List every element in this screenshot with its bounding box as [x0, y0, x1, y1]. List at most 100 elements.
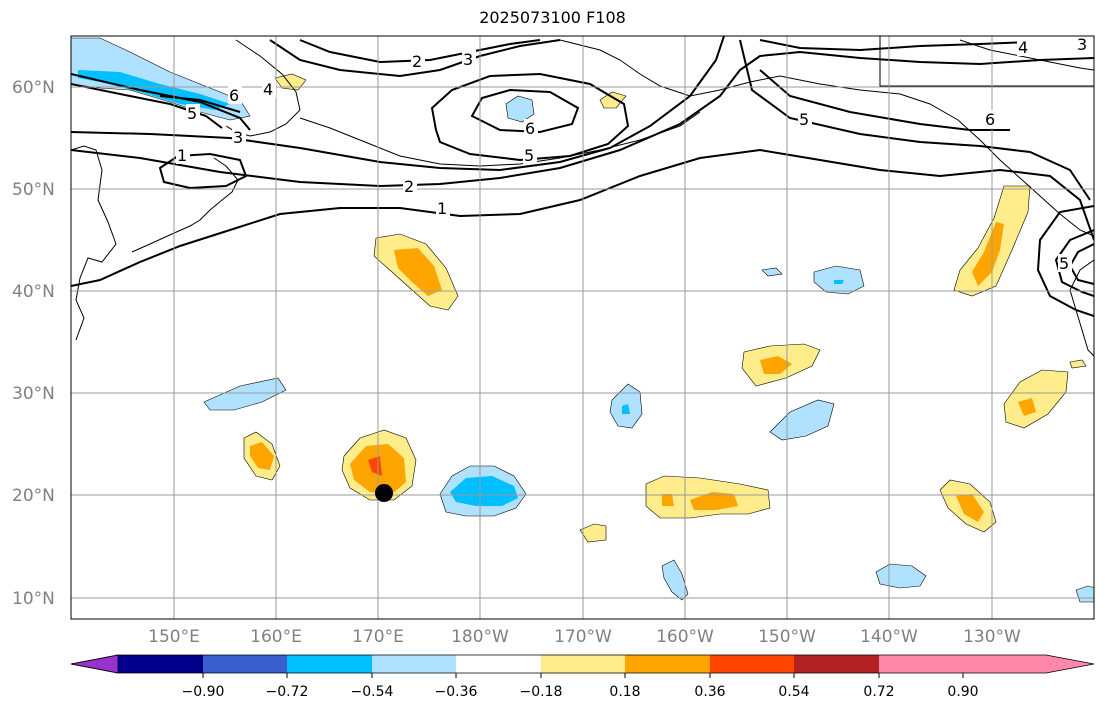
contour-labels: 1 2 3 4 5 6 1 2 3 6 5 5 6 4	[176, 35, 1090, 273]
cyan-spot-28n-165w	[622, 404, 630, 414]
contour-2-north	[299, 39, 541, 64]
orange-core-130w	[1018, 398, 1036, 416]
coast-alaska-north	[879, 36, 1094, 87]
anomaly-shading	[71, 37, 1094, 603]
contour-label-4-alaska: 4	[1018, 38, 1028, 57]
lon-label-160e: 160°E	[250, 627, 302, 647]
contour-label-2-north: 2	[412, 52, 422, 71]
contour-6-northwest	[159, 95, 241, 113]
contour-2-south	[71, 50, 1094, 188]
contour-label-2: 2	[404, 177, 414, 196]
contour-label-5: 5	[524, 146, 534, 165]
colorbar-tick-label: −0.18	[520, 684, 563, 700]
cyan-spot-40n-140w	[834, 280, 844, 284]
contour-label-5-alaska: 5	[799, 110, 809, 129]
colorbar-swatch	[625, 655, 710, 673]
contour-5-alaska	[739, 39, 1091, 201]
colorbar-ticks	[202, 673, 964, 678]
colorbar-swatch	[372, 655, 457, 673]
latitude-labels: 60°N 50°N 40°N 30°N 20°N 10°N	[12, 78, 55, 609]
lon-label-130w: 130°W	[963, 627, 1021, 647]
orange-core-160e	[250, 442, 274, 470]
storm-position-dot	[375, 484, 393, 502]
map-title: 2025073100 F108	[479, 8, 626, 27]
contour-label-6: 6	[525, 119, 535, 138]
colorbar-tick-label: 0.54	[778, 684, 809, 700]
coast-asia	[71, 145, 117, 341]
contour-5-northwest	[71, 83, 223, 129]
lon-label-180w: 180°W	[451, 627, 509, 647]
colorbar-swatch	[541, 655, 626, 673]
contour-east-ring-c	[1036, 205, 1094, 317]
contour-label-4: 4	[263, 80, 273, 99]
orange-core-gulf-alaska	[972, 222, 1004, 286]
orange-core-160w-b	[690, 492, 738, 510]
colorbar-swatch	[118, 655, 203, 673]
orange-core-150w	[760, 356, 792, 374]
yellow-patch-130w	[1003, 369, 1069, 429]
colorbar-swatch	[287, 655, 372, 673]
colorbar-swatch	[710, 655, 795, 673]
lon-label-140w: 140°W	[860, 627, 918, 647]
contour-1-south	[71, 148, 1094, 287]
lat-label-40n: 40°N	[12, 282, 55, 302]
contour-label-3-north: 3	[463, 50, 473, 69]
contour-label-3-alaska: 3	[1077, 35, 1087, 54]
colorbar-tick-label: −0.90	[182, 684, 225, 700]
map-frame	[70, 35, 1095, 620]
yellow-patch-33n-east	[1069, 359, 1087, 369]
contour-6-ring	[470, 88, 580, 134]
yellow-patch-16n	[579, 523, 607, 543]
contour-label-6-northwest: 6	[229, 86, 239, 105]
contour-4-alaska	[759, 39, 1031, 52]
blue-patch-27n-148w	[769, 399, 835, 441]
lat-label-30n: 30°N	[12, 384, 55, 404]
lon-label-150w: 150°W	[758, 627, 816, 647]
blue-patch-small-42n	[761, 267, 783, 277]
cyan-core-20n-180	[450, 476, 518, 506]
blue-patch-bering-center	[505, 95, 535, 123]
coast-kurils	[131, 157, 239, 253]
colorbar: −0.90 −0.72 −0.54 −0.36 −0.18 0.18 0.36 …	[70, 654, 1095, 700]
gridlines	[71, 36, 1094, 619]
contour-label-5-northwest: 5	[187, 104, 197, 123]
contour-4-northwest	[71, 73, 251, 131]
contour-label-6-alaska: 6	[985, 110, 995, 129]
colorbar-swatch	[456, 655, 541, 673]
lat-label-20n: 20°N	[12, 486, 55, 506]
orange-core-175e	[394, 248, 442, 296]
contour-label-1: 1	[437, 199, 447, 218]
colorbar-swatch	[794, 655, 879, 673]
lat-label-50n: 50°N	[12, 180, 55, 200]
colorbar-extend-high	[963, 655, 1094, 673]
lon-label-170e: 170°E	[352, 627, 404, 647]
orange-core-135w	[956, 494, 984, 522]
colorbar-swatch	[879, 655, 964, 673]
colorbar-tick-label: 0.18	[609, 684, 640, 700]
coast-canada	[959, 39, 1094, 71]
colorbar-tick-label: 0.36	[694, 684, 725, 700]
contour-label-1-west: 1	[177, 146, 187, 165]
colorbar-tick-label: 0.90	[947, 684, 978, 700]
colorbar-tick-label: −0.72	[266, 684, 309, 700]
colorbar-extend-low	[70, 654, 119, 674]
lon-label-170w: 170°W	[554, 627, 612, 647]
lon-label-160w: 160°W	[656, 627, 714, 647]
coast-alaska	[559, 39, 1094, 237]
colorbar-tick-label: −0.36	[435, 684, 478, 700]
colorbar-tick-label: −0.54	[351, 684, 394, 700]
contour-1-north	[269, 39, 561, 78]
yellow-patch-kamchatka	[274, 73, 307, 91]
contour-label-5-east: 5	[1059, 254, 1069, 273]
lat-label-60n: 60°N	[12, 78, 55, 98]
contour-label-3: 3	[233, 128, 243, 147]
contour-3-south	[71, 36, 725, 172]
blue-patch-30n-155e	[203, 377, 287, 411]
colorbar-tick-label: 0.72	[863, 684, 894, 700]
lat-label-10n: 10°N	[12, 589, 55, 609]
longitude-labels: 150°E 160°E 170°E 180°W 170°W 160°W 150°…	[148, 627, 1021, 647]
colorbar-swatch	[203, 655, 288, 673]
lon-label-150e: 150°E	[148, 627, 200, 647]
orange-core-160w-a	[662, 494, 674, 506]
